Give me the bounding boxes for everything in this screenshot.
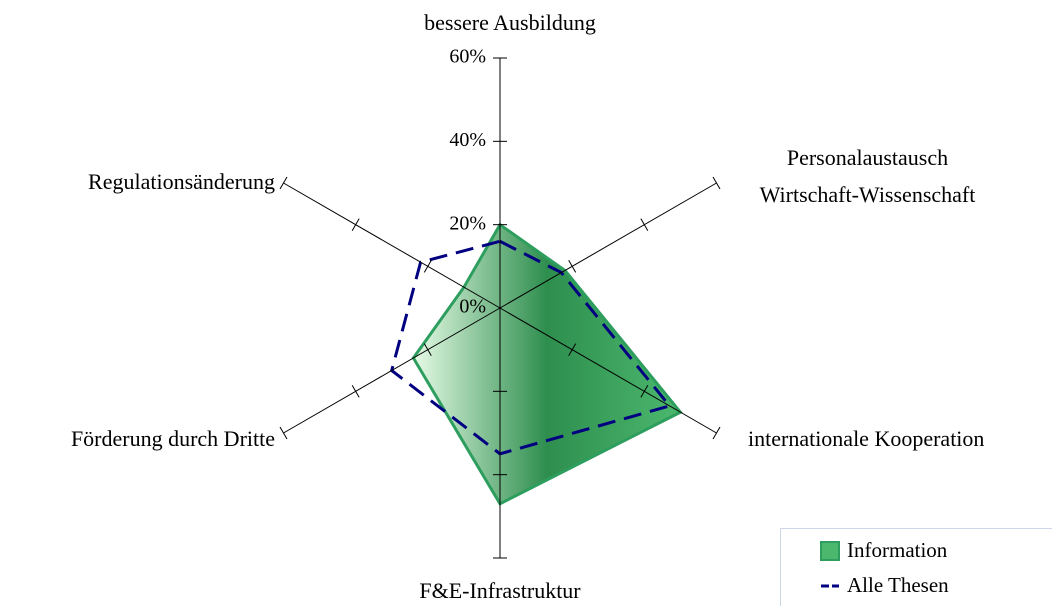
axis-line: [499, 182, 717, 309]
category-label: internationale Kooperation: [748, 426, 985, 451]
tick-label: 60%: [449, 46, 486, 68]
axis-line: [283, 182, 501, 309]
tick-mark: [279, 426, 288, 440]
category-label: F&E-Infrastruktur: [419, 578, 581, 603]
tick-label: 20%: [449, 212, 486, 234]
category-label: bessere Ausbildung: [424, 10, 596, 35]
tick-mark: [640, 385, 649, 398]
category-label: Personalaustausch Wirtschaft-Wissenschaf…: [759, 145, 976, 207]
tick-mark: [712, 176, 721, 190]
legend: Information Alle Thesen: [780, 528, 1052, 606]
tick-mark: [423, 343, 432, 356]
category-label: Förderung durch Dritte: [70, 426, 275, 451]
tick-label: 40%: [449, 129, 486, 151]
legend-key: [820, 541, 840, 561]
tick-mark: [712, 426, 721, 440]
tick-mark: [279, 176, 288, 190]
tick-mark: [351, 218, 360, 231]
category-label: Regulationsänderung: [88, 169, 275, 194]
axis-line: [283, 307, 501, 434]
legend-label: Information: [847, 538, 948, 562]
axis-line: [499, 307, 717, 434]
tick-mark: [568, 343, 577, 356]
tick-mark: [423, 260, 432, 273]
legend-label: Alle Thesen: [847, 573, 949, 597]
legend-keys: [820, 541, 840, 588]
series-area: [411, 222, 683, 506]
tick-mark: [640, 218, 649, 231]
tick-label: 0%: [459, 296, 486, 318]
tick-mark: [568, 260, 577, 273]
tick-mark: [351, 385, 360, 398]
